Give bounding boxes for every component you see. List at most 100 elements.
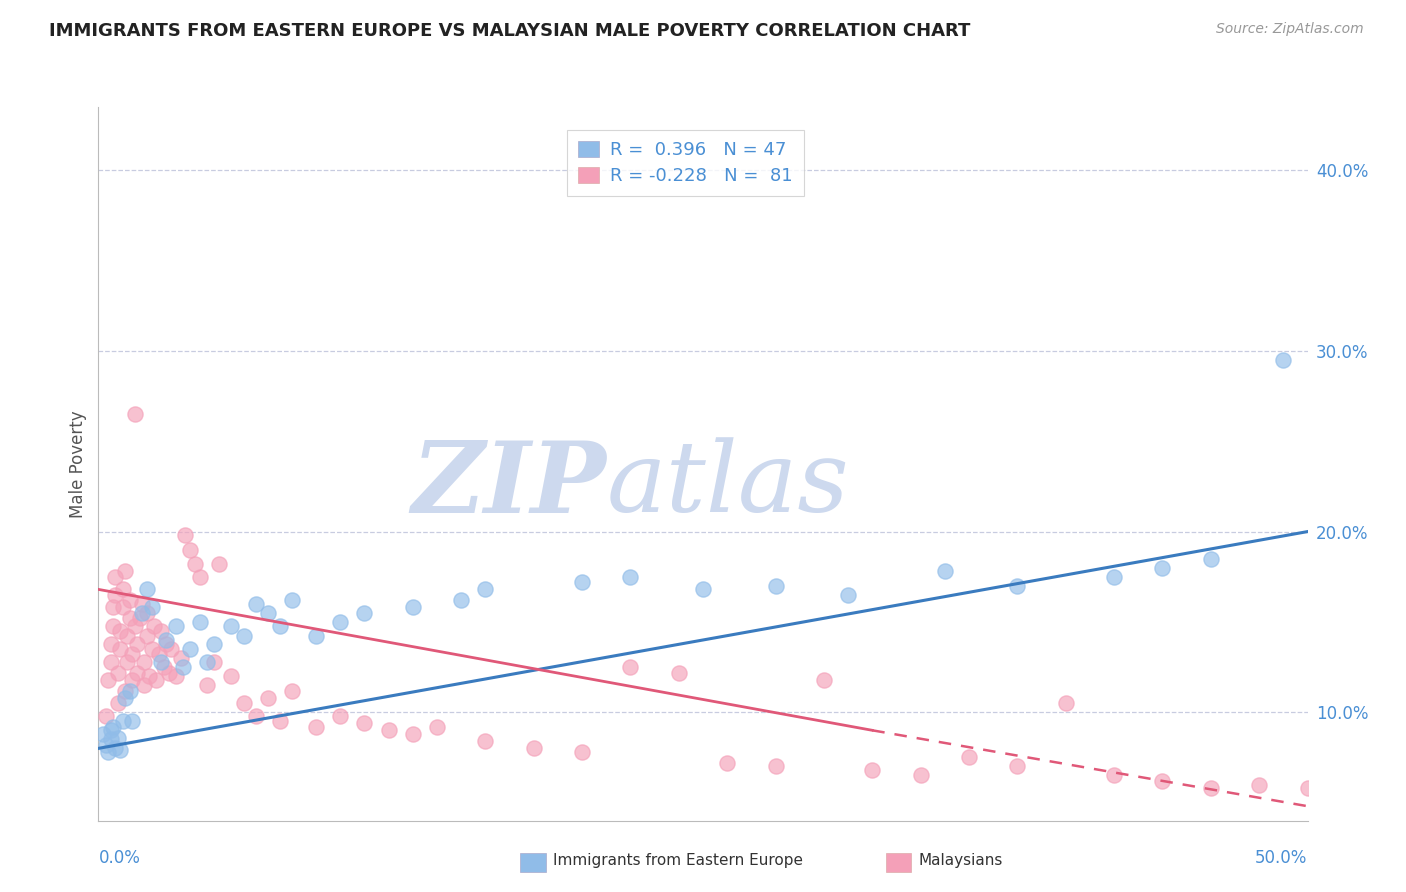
Point (813, 673, 835, 687)
Point (101, 600, 124, 615)
Point (121, 714, 143, 729)
Point (450, 593, 472, 607)
Text: 0.0%: 0.0% (98, 849, 141, 867)
Point (138, 669, 160, 683)
Text: Immigrants from Eastern Europe: Immigrants from Eastern Europe (553, 853, 803, 868)
Text: Source: ZipAtlas.com: Source: ZipAtlas.com (1216, 22, 1364, 37)
Point (1272, 353, 1295, 368)
Point (765, 759, 787, 773)
Point (100, 655, 122, 669)
Point (571, 745, 593, 759)
Point (121, 673, 143, 687)
Point (281, 683, 304, 698)
Point (1152, 560, 1174, 574)
Point (148, 648, 170, 662)
Point (101, 720, 124, 734)
Point (108, 624, 131, 638)
Point (765, 579, 787, 593)
Point (174, 528, 197, 542)
Point (668, 665, 690, 680)
Point (155, 632, 177, 647)
Point (571, 575, 593, 590)
Point (131, 606, 153, 620)
Point (107, 731, 129, 745)
Point (329, 709, 352, 723)
Point (692, 582, 714, 597)
Point (619, 660, 641, 674)
Point (150, 624, 173, 638)
Point (1249, 777, 1271, 791)
Point (114, 690, 136, 705)
Point (402, 600, 425, 615)
Point (118, 683, 141, 698)
Point (141, 642, 163, 657)
Point (1007, 579, 1029, 593)
Point (134, 655, 156, 669)
Point (118, 611, 141, 625)
Point (1152, 773, 1174, 788)
Point (127, 665, 149, 680)
Point (91, 727, 114, 741)
Point (402, 727, 425, 741)
Point (179, 542, 201, 557)
Point (97, 673, 120, 687)
Y-axis label: Male Poverty: Male Poverty (69, 410, 87, 517)
Point (204, 655, 226, 669)
Point (104, 741, 127, 756)
Point (169, 651, 191, 665)
Point (145, 673, 167, 687)
Point (1199, 551, 1222, 566)
Point (195, 678, 218, 692)
Point (377, 723, 399, 738)
Point (101, 618, 124, 632)
Point (353, 716, 375, 731)
Point (135, 629, 157, 643)
Point (97, 745, 120, 759)
Point (1296, 781, 1319, 796)
Point (208, 557, 231, 571)
Point (111, 600, 134, 615)
Point (934, 565, 956, 579)
Point (1102, 570, 1125, 584)
Point (957, 750, 980, 764)
Point (165, 618, 187, 632)
Point (305, 720, 328, 734)
Point (305, 629, 328, 643)
Point (94, 709, 117, 723)
Point (474, 582, 496, 597)
Point (184, 557, 207, 571)
Point (860, 763, 883, 777)
Point (165, 669, 187, 683)
Point (245, 597, 267, 611)
Point (152, 660, 174, 674)
Point (127, 637, 149, 651)
Point (141, 600, 163, 615)
Point (135, 606, 157, 620)
Legend: R =  0.396   N = 47, R = -0.228   N =  81: R = 0.396 N = 47, R = -0.228 N = 81 (567, 130, 804, 195)
Point (619, 570, 641, 584)
Point (232, 696, 254, 710)
Point (221, 669, 243, 683)
Point (150, 655, 173, 669)
Point (157, 665, 180, 680)
Text: ZIP: ZIP (412, 437, 606, 533)
Point (269, 618, 291, 632)
Point (195, 655, 218, 669)
Point (108, 743, 131, 757)
Point (204, 637, 226, 651)
Text: 50.0%: 50.0% (1256, 849, 1308, 867)
Point (100, 637, 122, 651)
Point (837, 588, 859, 602)
Point (108, 642, 131, 657)
Point (128, 611, 150, 625)
Point (172, 660, 194, 674)
Point (155, 637, 177, 651)
Point (281, 593, 304, 607)
Point (245, 709, 267, 723)
Point (523, 741, 546, 756)
Text: IMMIGRANTS FROM EASTERN EUROPE VS MALAYSIAN MALE POVERTY CORRELATION CHART: IMMIGRANTS FROM EASTERN EUROPE VS MALAYS… (49, 22, 970, 40)
Point (188, 570, 211, 584)
Point (716, 756, 738, 770)
Point (329, 615, 352, 629)
Point (117, 655, 139, 669)
